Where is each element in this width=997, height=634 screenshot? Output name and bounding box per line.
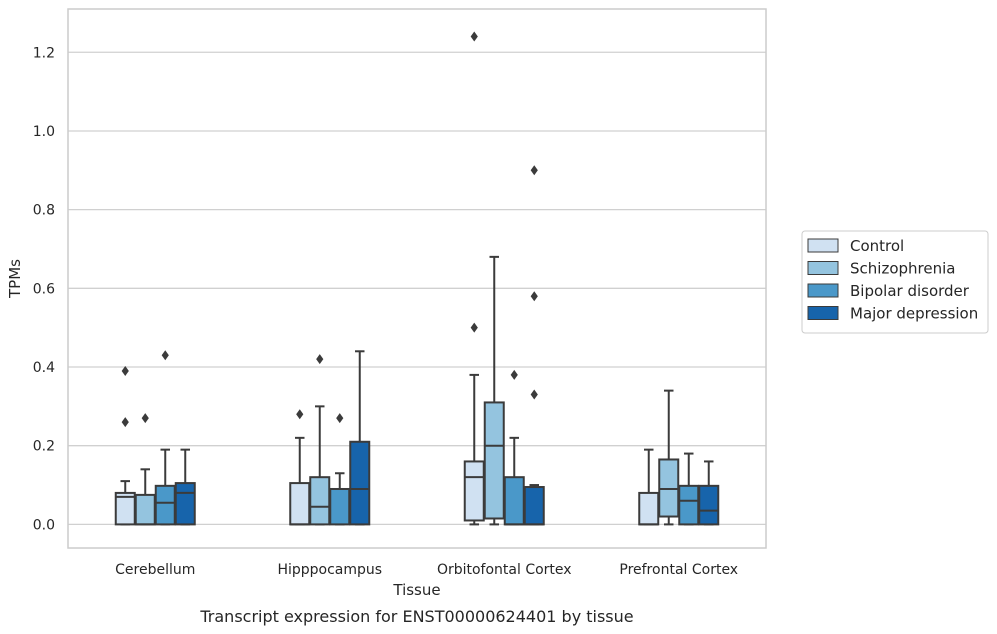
x-tick-labels: Cerebellum Hipppocampus Orbitofontal Corte… xyxy=(115,562,738,578)
box-group xyxy=(174,448,196,526)
box-group xyxy=(698,460,720,526)
box-group xyxy=(503,369,525,526)
y-tick-labels: 0.0 0.2 0.4 0.6 0.8 1.0 1.2 xyxy=(33,45,55,533)
box-group xyxy=(329,413,351,526)
outlier-point xyxy=(530,291,538,302)
box xyxy=(523,486,545,526)
legend-label: Major depression xyxy=(850,305,978,323)
outlier-point xyxy=(530,389,538,400)
grid-lines xyxy=(68,51,766,526)
box xyxy=(483,401,505,520)
box xyxy=(154,484,176,526)
box-group xyxy=(349,350,371,526)
box xyxy=(698,484,720,526)
legend-swatch xyxy=(807,261,839,275)
box-group xyxy=(658,389,680,526)
x-tick-label: Prefrontal Cortex xyxy=(619,562,738,578)
box-layer xyxy=(114,31,720,526)
outlier-point xyxy=(336,413,344,424)
box xyxy=(309,476,331,526)
box-group xyxy=(638,448,660,526)
box xyxy=(174,482,196,526)
outlier-point xyxy=(316,354,324,365)
y-tick-label: 0.2 xyxy=(33,439,55,455)
legend-label: Bipolar disorder xyxy=(850,282,970,300)
box-group xyxy=(309,354,331,526)
legend-label: Control xyxy=(850,237,904,255)
box xyxy=(503,476,525,526)
y-tick-label: 1.2 xyxy=(33,45,55,61)
y-tick-label: 0.6 xyxy=(33,281,55,297)
box xyxy=(638,491,660,526)
y-axis-label: TPMs xyxy=(6,259,24,299)
legend-frame xyxy=(801,230,989,334)
outlier-point xyxy=(510,369,518,380)
box-group xyxy=(134,413,156,526)
chart-caption: Transcript expression for ENST0000062440… xyxy=(199,607,633,626)
box xyxy=(349,440,371,526)
outlier-point xyxy=(161,350,169,361)
box-group xyxy=(678,452,700,526)
box xyxy=(329,487,351,526)
legend-swatch xyxy=(807,283,839,298)
outlier-point xyxy=(470,322,478,333)
x-tick-label: Cerebellum xyxy=(115,562,195,578)
outlier-point xyxy=(530,165,538,176)
x-axis-label: Tissue xyxy=(392,581,440,599)
box-group xyxy=(114,365,136,526)
box xyxy=(134,493,156,526)
outlier-point xyxy=(121,417,129,428)
box-group xyxy=(523,165,545,526)
outlier-point xyxy=(121,365,129,376)
y-tick-label: 0.0 xyxy=(33,517,55,533)
x-tick-label: Orbitofontal Cortex xyxy=(437,562,572,578)
legend-swatch xyxy=(807,238,839,253)
legend: Control Schizophrenia Bipolar disorder Majo… xyxy=(801,230,989,334)
plot-frame xyxy=(67,8,767,549)
box xyxy=(463,460,485,522)
legend-swatch xyxy=(807,306,839,320)
outlier-point xyxy=(141,413,149,424)
box-group xyxy=(289,409,311,526)
box xyxy=(289,482,311,526)
outlier-point xyxy=(470,31,478,42)
x-tick-label: Hipppocampus xyxy=(277,562,382,578)
box-group xyxy=(463,31,485,526)
y-tick-label: 1.0 xyxy=(33,124,55,140)
box xyxy=(678,484,700,526)
outlier-point xyxy=(296,409,304,420)
legend-label: Schizophrenia xyxy=(850,260,955,278)
y-tick-label: 0.8 xyxy=(33,203,55,219)
box-group xyxy=(154,350,176,526)
y-tick-label: 0.4 xyxy=(33,360,55,376)
box-group xyxy=(483,255,505,526)
